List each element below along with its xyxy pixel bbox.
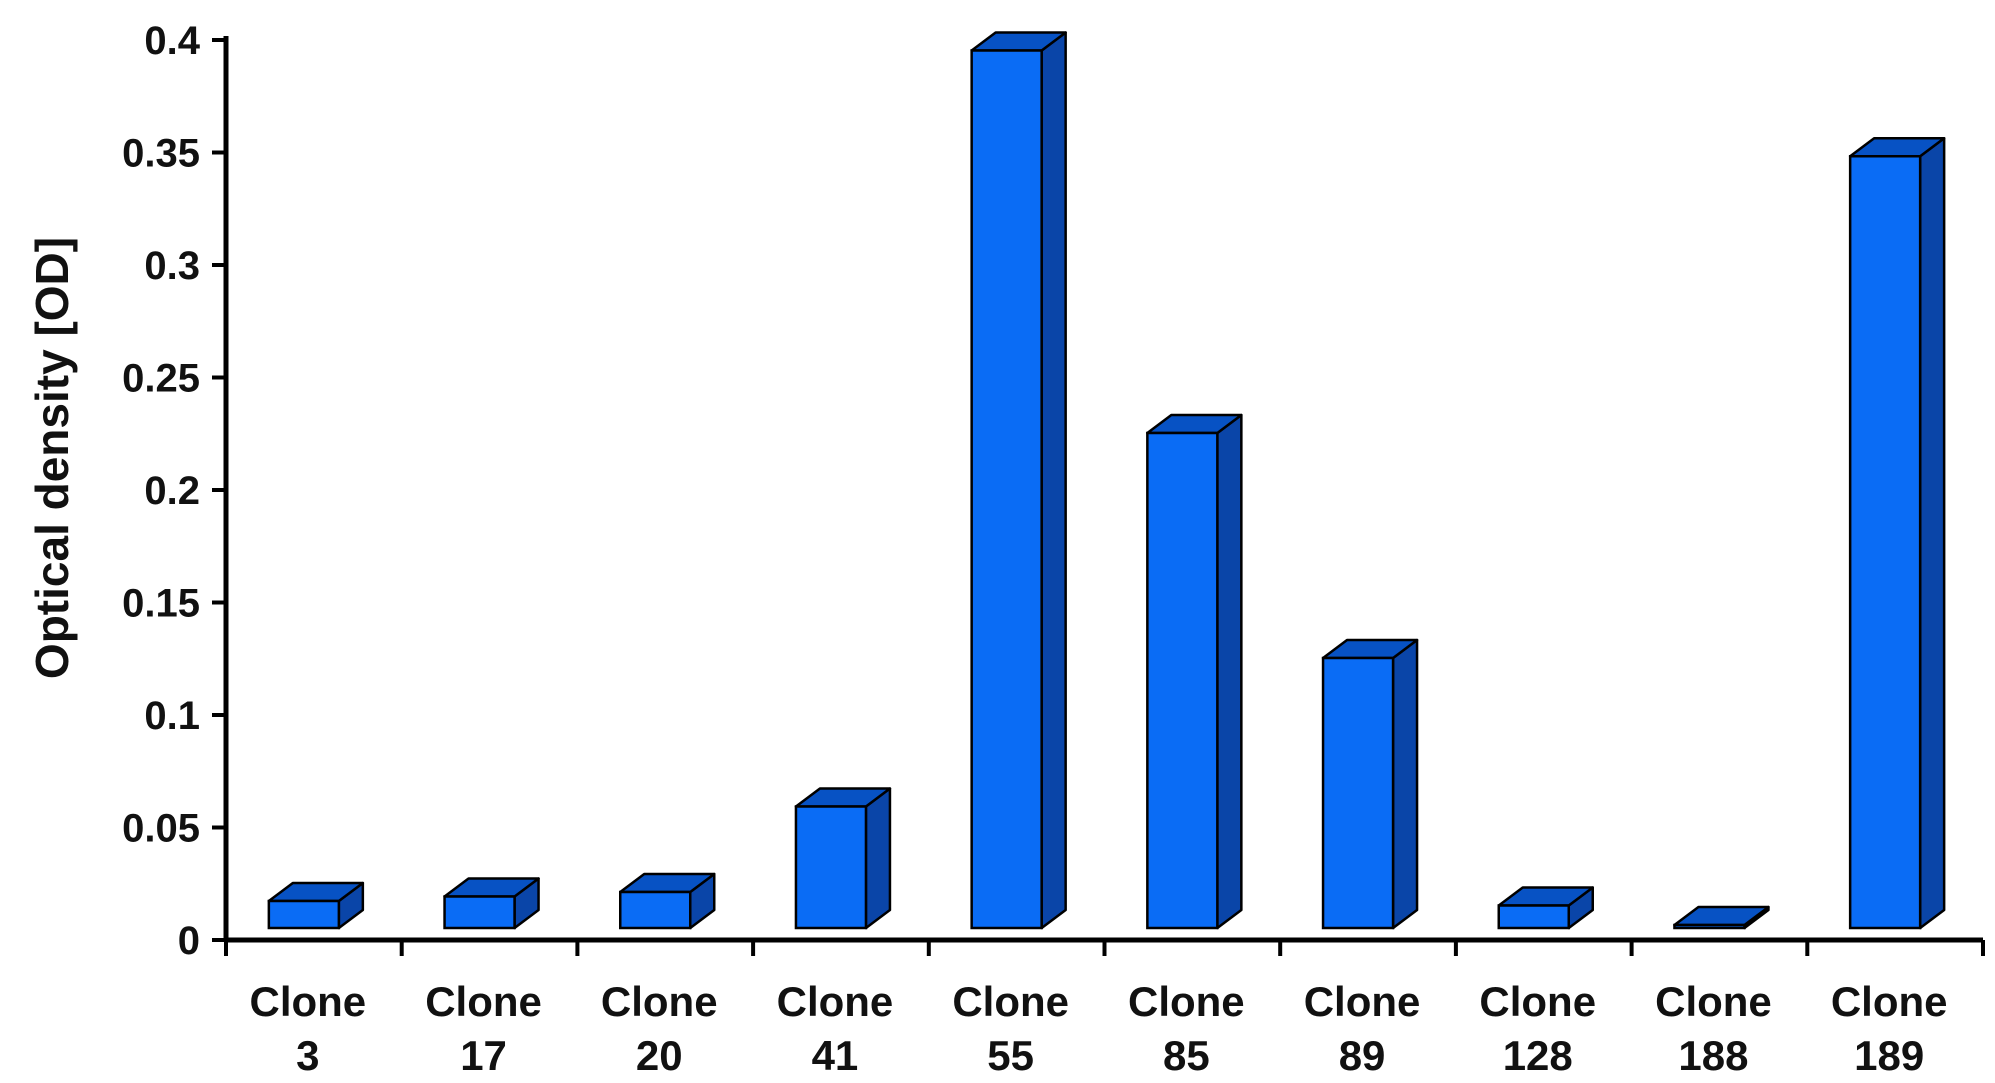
x-tick-label: Clone bbox=[1479, 978, 1596, 1025]
y-tick-label: 0.15 bbox=[122, 582, 200, 626]
bar-front-face bbox=[1146, 431, 1219, 930]
y-tick-label: 0.05 bbox=[122, 807, 200, 851]
x-tick-label: 189 bbox=[1854, 1032, 1924, 1079]
x-tick-label: 128 bbox=[1503, 1032, 1573, 1079]
x-tick-label: Clone bbox=[952, 978, 1069, 1025]
x-tick-label: 17 bbox=[460, 1032, 507, 1079]
x-tick-label: Clone bbox=[1655, 978, 1772, 1025]
bar bbox=[1848, 137, 1946, 930]
y-tick-label: 0.2 bbox=[144, 469, 200, 513]
bar-side-face bbox=[1216, 413, 1243, 930]
bar-front-face bbox=[794, 805, 868, 930]
bar-front-face bbox=[267, 899, 341, 930]
bar-side-face bbox=[1040, 31, 1067, 930]
y-tick-label: 0.25 bbox=[122, 357, 200, 401]
y-tick-label: 0.35 bbox=[122, 132, 200, 176]
y-tick-label: 0.1 bbox=[144, 694, 200, 738]
bar-front-face bbox=[1497, 904, 1570, 930]
x-tick-label: 41 bbox=[812, 1032, 859, 1079]
x-tick-label: 89 bbox=[1339, 1032, 1386, 1079]
bar bbox=[267, 881, 365, 930]
bars bbox=[267, 31, 1946, 930]
bar bbox=[619, 872, 716, 930]
bar bbox=[1321, 638, 1419, 930]
bar-side-face bbox=[864, 787, 892, 930]
x-axis-ticks bbox=[224, 940, 1985, 956]
bar bbox=[1146, 413, 1243, 930]
y-tick-label: 0 bbox=[178, 919, 200, 963]
x-tick-label: Clone bbox=[1128, 978, 1245, 1025]
bar bbox=[1673, 905, 1770, 930]
x-tick-label: Clone bbox=[777, 978, 894, 1025]
y-axis-title: Optical density [OD] bbox=[26, 237, 78, 679]
bar-front-face bbox=[1321, 656, 1395, 930]
bar-side-face bbox=[1391, 638, 1419, 930]
x-tick-label: 85 bbox=[1163, 1032, 1210, 1079]
bar bbox=[443, 877, 540, 930]
x-tick-label: 20 bbox=[636, 1032, 683, 1079]
bar-front-face bbox=[970, 49, 1043, 930]
y-tick-label: 0.3 bbox=[144, 244, 200, 288]
y-axis-ticks: 0 0.05 0.1 0.15 0.2 0.25 0.3 0.35 0.4 bbox=[122, 19, 226, 963]
x-tick-label: 3 bbox=[296, 1032, 319, 1079]
x-tick-label: Clone bbox=[1304, 978, 1421, 1025]
bar bbox=[970, 31, 1067, 930]
x-tick-label: 188 bbox=[1678, 1032, 1748, 1079]
x-tick-label: 55 bbox=[987, 1032, 1034, 1079]
bar bbox=[1497, 886, 1594, 930]
bar-side-face bbox=[1918, 137, 1946, 930]
bar-front-face bbox=[1673, 923, 1746, 930]
x-axis-labels: Clone 3 Clone 17 Clone 20 Clone 41 Clone 55 Clone 8… bbox=[250, 978, 1948, 1079]
x-tick-label: Clone bbox=[250, 978, 367, 1025]
x-tick-label: Clone bbox=[601, 978, 718, 1025]
bar-front-face bbox=[1848, 155, 1922, 930]
bar bbox=[794, 787, 892, 930]
bar-top-face bbox=[1673, 905, 1770, 927]
bar-front-face bbox=[443, 895, 516, 930]
x-tick-label: Clone bbox=[1831, 978, 1948, 1025]
x-tick-label: Clone bbox=[425, 978, 542, 1025]
bar-front-face bbox=[619, 890, 692, 930]
y-tick-label: 0.4 bbox=[144, 19, 200, 63]
